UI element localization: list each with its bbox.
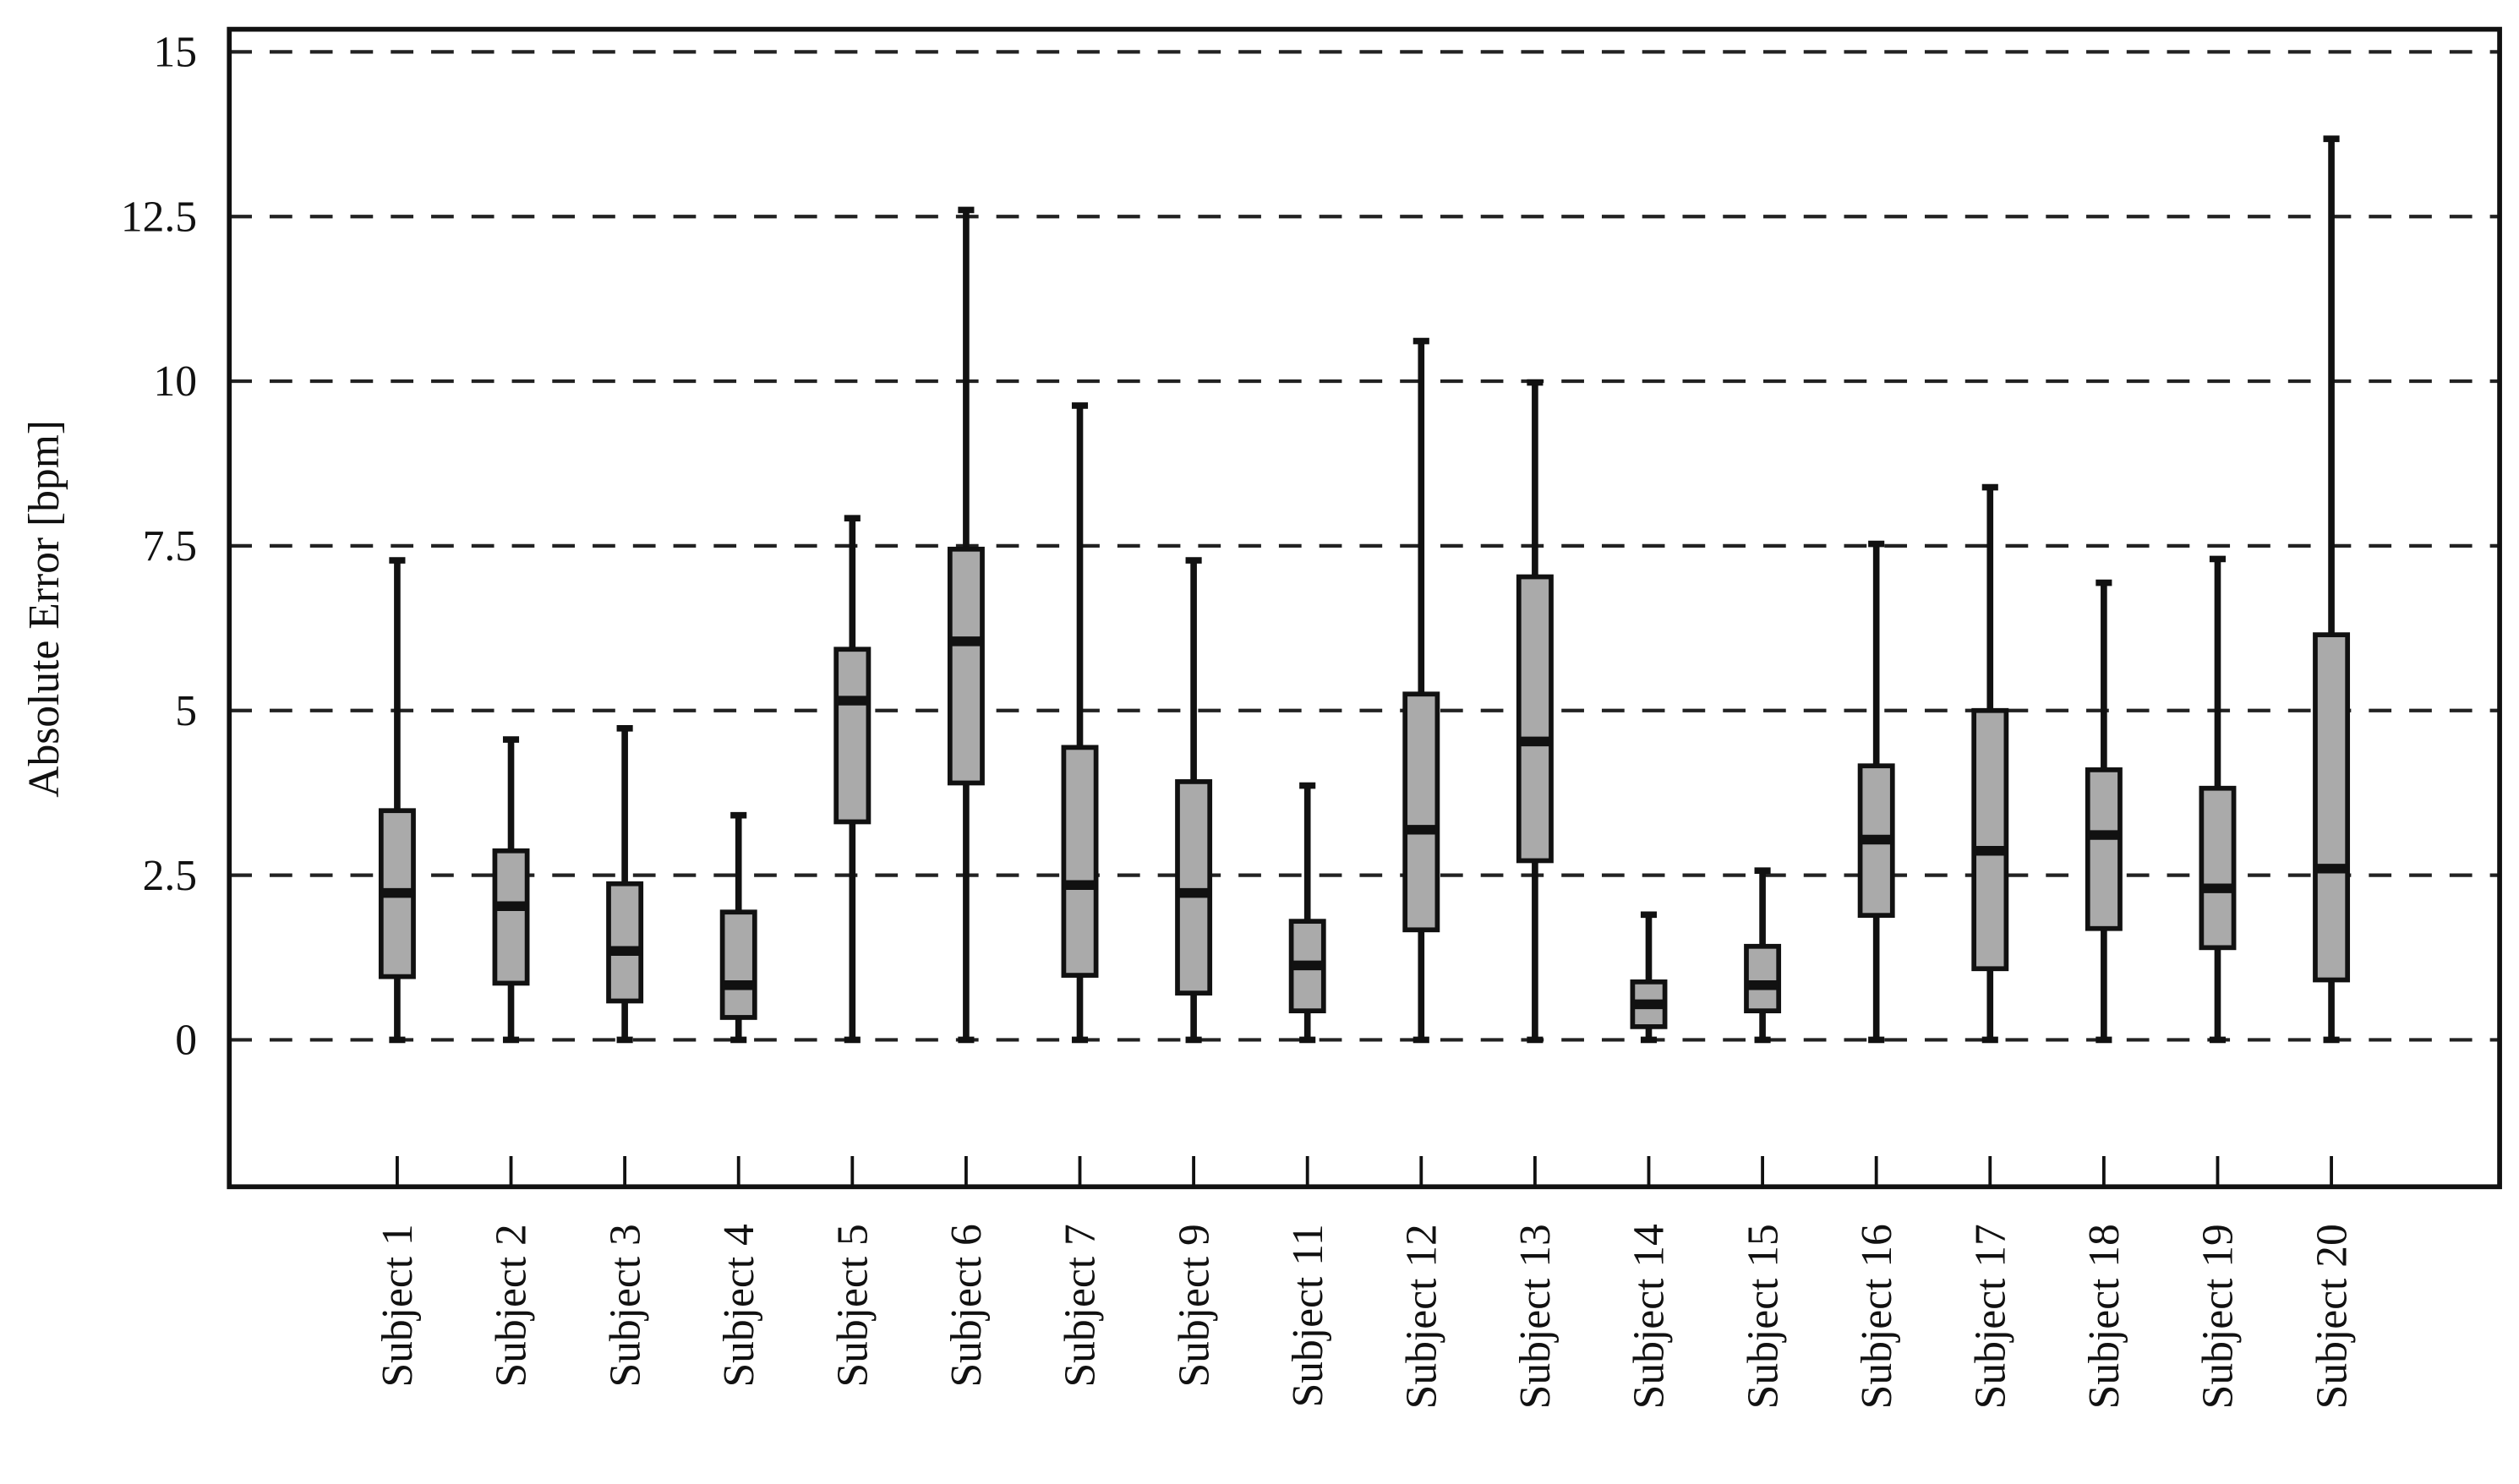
x-tick-label: Subject 5 bbox=[829, 1224, 877, 1387]
iqr-box bbox=[2313, 632, 2351, 983]
x-tick-label: Subject 12 bbox=[1397, 1224, 1445, 1409]
box-subject-3 bbox=[606, 724, 644, 1044]
box-subject-4 bbox=[719, 811, 757, 1044]
y-tick-label: 0 bbox=[175, 1017, 197, 1065]
plot-frame bbox=[227, 26, 2502, 1190]
x-tick-label: Subject 13 bbox=[1511, 1224, 1560, 1409]
iqr-box bbox=[1516, 574, 1554, 864]
iqr-box bbox=[947, 546, 985, 786]
x-tick-label: Subject 6 bbox=[943, 1224, 991, 1387]
boxes bbox=[378, 135, 2351, 1044]
x-tick-label: Subject 1 bbox=[374, 1224, 422, 1387]
y-tick-label: 2.5 bbox=[143, 852, 197, 900]
y-tick-label: 7.5 bbox=[143, 522, 197, 570]
y-axis-label: Absolute Error [bpm] bbox=[20, 420, 68, 798]
iqr-box bbox=[1061, 745, 1099, 978]
x-tick-label: Subject 19 bbox=[2194, 1224, 2243, 1409]
x-tick-labels: Subject 1 Subject 2 Subject 3 Subject 4 Subj… bbox=[374, 1155, 2356, 1409]
iqr-box bbox=[1402, 691, 1440, 933]
y-tick-labels: 0 2.5 5 7.5 10 12.5 15 bbox=[121, 29, 197, 1065]
box-subject-14 bbox=[1630, 911, 1668, 1044]
box-subject-18 bbox=[2085, 579, 2123, 1044]
iqr-box bbox=[1175, 779, 1213, 996]
x-tick-label: Subject 7 bbox=[1057, 1224, 1105, 1387]
iqr-box bbox=[833, 647, 872, 825]
gridlines bbox=[229, 50, 2500, 1042]
iqr-box bbox=[2085, 767, 2123, 931]
x-tick-label: Subject 17 bbox=[1966, 1224, 2014, 1409]
y-tick-label: 10 bbox=[153, 357, 197, 406]
y-tick-label: 5 bbox=[175, 687, 197, 735]
box-subject-5 bbox=[833, 515, 872, 1044]
iqr-box bbox=[1744, 943, 1782, 1014]
y-tick-label: 15 bbox=[153, 29, 197, 77]
x-tick-label: Subject 16 bbox=[1853, 1224, 1901, 1409]
y-tick-label: 12.5 bbox=[121, 193, 197, 241]
box-subject-19 bbox=[2199, 555, 2237, 1044]
iqr-box bbox=[606, 881, 644, 1004]
box-subject-2 bbox=[492, 736, 530, 1044]
box-subject-13 bbox=[1516, 379, 1554, 1044]
iqr-box bbox=[1971, 707, 2009, 972]
x-tick-label: Subject 15 bbox=[1739, 1224, 1787, 1409]
x-tick-label: Subject 9 bbox=[1170, 1224, 1218, 1387]
x-tick-label: Subject 2 bbox=[488, 1224, 536, 1387]
iqr-box bbox=[719, 909, 757, 1020]
x-tick-label: Subject 18 bbox=[2080, 1224, 2128, 1409]
box-subject-11 bbox=[1288, 782, 1326, 1044]
box-subject-16 bbox=[1857, 540, 1895, 1044]
box-subject-6 bbox=[947, 206, 985, 1044]
x-tick-label: Subject 11 bbox=[1284, 1224, 1332, 1407]
box-subject-20 bbox=[2313, 135, 2351, 1044]
x-tick-label: Subject 4 bbox=[715, 1224, 763, 1387]
box-subject-7 bbox=[1061, 402, 1099, 1044]
iqr-box bbox=[492, 848, 530, 986]
box-subject-15 bbox=[1744, 867, 1782, 1044]
iqr-box bbox=[2199, 785, 2237, 951]
box-subject-9 bbox=[1175, 557, 1213, 1044]
box-subject-1 bbox=[378, 557, 416, 1044]
box-subject-12 bbox=[1402, 337, 1440, 1044]
box-subject-17 bbox=[1971, 483, 2009, 1044]
x-tick-label: Subject 20 bbox=[2308, 1224, 2356, 1409]
x-tick-label: Subject 14 bbox=[1626, 1224, 1674, 1409]
x-tick-label: Subject 3 bbox=[601, 1224, 649, 1387]
